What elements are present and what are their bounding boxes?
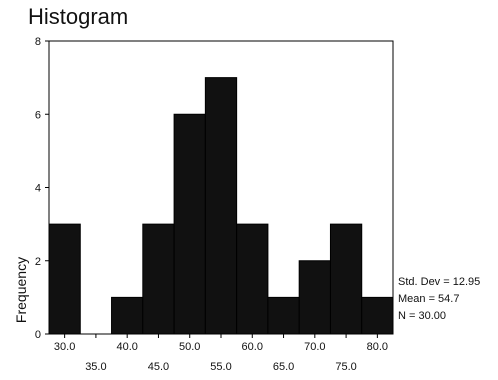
x-tick-label: 80.0 [367, 341, 388, 353]
x-tick-label: 35.0 [85, 361, 106, 373]
histogram-bar [236, 223, 269, 335]
stats-box: Std. Dev = 12.95 Mean = 54.7 N = 30.00 [398, 274, 480, 325]
histogram-bar [173, 113, 206, 335]
stat-n: N = 30.00 [398, 310, 447, 322]
histogram-bar [329, 223, 363, 335]
y-tick-label: 8 [35, 36, 41, 48]
x-tick-label: 50.0 [179, 341, 200, 353]
histogram-bar [48, 223, 81, 335]
y-tick-label: 6 [35, 109, 41, 121]
x-tick-label: 70.0 [304, 341, 325, 353]
histogram-bar [361, 296, 394, 335]
histogram-bar [111, 296, 144, 335]
chart-title: Histogram [28, 4, 129, 29]
x-tick-label: 45.0 [148, 361, 169, 373]
x-tick-label: 30.0 [54, 341, 75, 353]
histogram-bar [267, 296, 300, 335]
x-tick-label: 55.0 [210, 361, 231, 373]
histogram-bar [204, 77, 238, 335]
x-tick-label: 75.0 [335, 361, 356, 373]
y-tick-label: 0 [35, 329, 41, 341]
stat-mean: Mean = 54.7 [398, 293, 460, 305]
histogram-bar [142, 223, 175, 335]
x-tick-label: 40.0 [116, 341, 137, 353]
histogram-bar [298, 260, 331, 335]
y-tick-label: 4 [35, 183, 41, 195]
x-tick-label: 65.0 [273, 361, 294, 373]
x-tick-label: 60.0 [242, 341, 263, 353]
y-tick-label: 2 [35, 256, 41, 268]
stat-std-dev: Std. Dev = 12.95 [398, 276, 481, 288]
